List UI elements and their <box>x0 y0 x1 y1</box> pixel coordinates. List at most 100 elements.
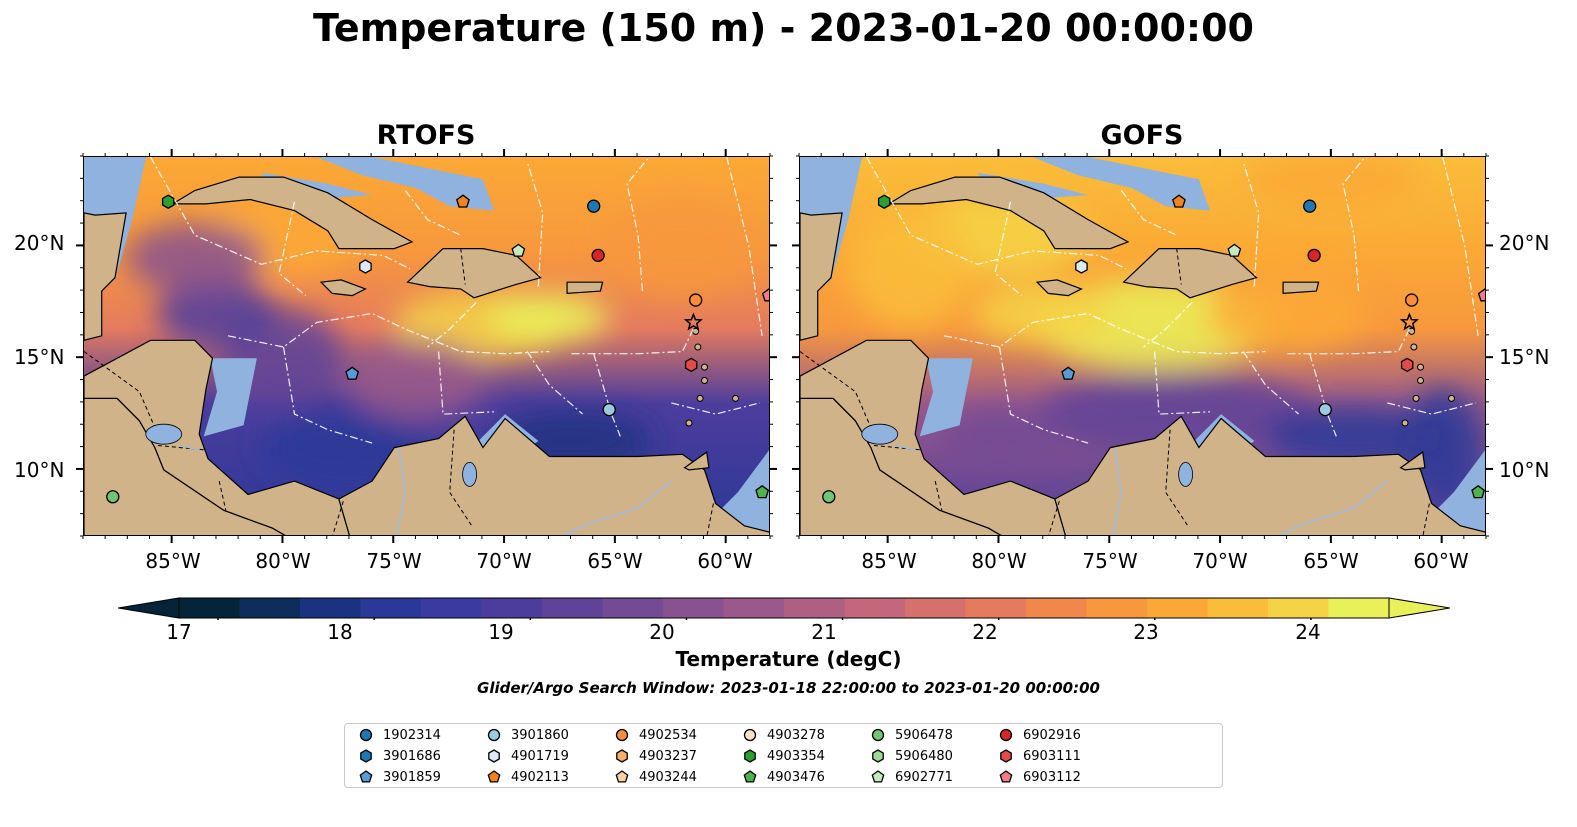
legend-entry: 4903476 <box>743 767 825 787</box>
eez-boundary <box>1342 157 1366 292</box>
river <box>1112 447 1123 535</box>
land-lesser-antilles-island <box>701 363 709 371</box>
legend-entry: 4901719 <box>487 746 569 766</box>
eez-boundary <box>998 346 1089 444</box>
land-south-america <box>338 415 769 535</box>
lon-tick-label: 80°W <box>255 549 311 573</box>
lake <box>1178 462 1194 487</box>
land-hispaniola <box>1122 248 1258 299</box>
colorbar-segment <box>1328 598 1390 618</box>
river <box>1278 480 1388 535</box>
legend-label: 5906478 <box>895 727 953 743</box>
legend-entry: 6902771 <box>871 767 953 787</box>
eez-boundary <box>227 312 550 355</box>
lon-tick-label: 85°W <box>861 549 917 573</box>
eez-boundary <box>1120 190 1177 236</box>
lake <box>462 462 478 487</box>
legend-label: 4903476 <box>767 769 825 785</box>
legend-label: 3901860 <box>511 727 569 743</box>
legend-marker-4902113 <box>487 770 501 783</box>
temperature-patch <box>973 283 1114 344</box>
land-cuba <box>886 176 1130 250</box>
legend-marker-icon <box>359 728 373 742</box>
legend-entry: 5906478 <box>871 725 953 745</box>
land-yucatan <box>800 212 843 341</box>
lon-tick-label: 60°W <box>1413 549 1469 573</box>
legend-marker-icon <box>743 728 757 742</box>
lon-tick-label: 70°W <box>476 549 532 573</box>
legend-entry: 4902113 <box>487 767 569 787</box>
float-marker-4902534 <box>689 293 703 307</box>
float-marker-5906478 <box>822 490 836 504</box>
colorbar-segment <box>1026 598 1088 618</box>
land-puerto-rico <box>566 281 604 295</box>
country-border <box>332 501 344 535</box>
legend-label: 3901859 <box>383 769 441 785</box>
float-marker-6903112 <box>761 288 769 302</box>
legend-marker-4903237 <box>616 749 628 763</box>
panel-title-rtofs: RTOFS <box>376 120 476 151</box>
legend-entry: 6903112 <box>999 767 1081 787</box>
eez-boundary <box>671 402 761 415</box>
lat-tick-label: 20°N <box>14 231 65 255</box>
country-border <box>706 503 714 535</box>
legend-marker-4903476 <box>743 770 757 783</box>
float-marker-1902314 <box>1303 199 1317 213</box>
legend-entry: 4902534 <box>615 725 697 745</box>
float-marker-4903476 <box>1471 484 1485 499</box>
legend-label: 6902771 <box>895 769 953 785</box>
lat-tick-label: 20°N <box>1499 231 1550 255</box>
float-marker-3901860 <box>1318 402 1332 417</box>
legend-marker-5906480 <box>872 749 884 763</box>
country-border <box>1176 248 1182 285</box>
legend-marker-4902534 <box>615 728 629 742</box>
legend-marker-icon <box>615 728 629 742</box>
lon-tick-label: 70°W <box>1192 549 1248 573</box>
colorbar-tick-label: 20 <box>649 620 675 644</box>
legend-marker-4903354 <box>744 749 756 763</box>
lat-tick-label: 10°N <box>14 458 65 482</box>
land-puerto-rico <box>1282 281 1320 295</box>
eez-boundary <box>726 157 763 336</box>
lake <box>145 423 183 445</box>
eez-boundary <box>282 346 373 444</box>
colorbar-frame <box>178 597 1390 619</box>
colorbar-segment <box>844 598 906 618</box>
eez-boundary <box>571 328 694 355</box>
eez-boundary <box>1143 301 1193 348</box>
legend-entry: 3901686 <box>359 746 441 766</box>
legend-marker-3901686 <box>360 749 372 763</box>
lat-tick-label: 10°N <box>1499 458 1550 482</box>
eez-boundary <box>149 157 411 270</box>
colorbar-segment <box>905 598 967 618</box>
legend-marker-icon <box>488 749 500 763</box>
land-lesser-antilles-island <box>694 343 702 351</box>
colorbar-segment <box>300 598 362 618</box>
legend-label: 5906480 <box>895 748 953 764</box>
legend-marker-icon <box>744 749 756 763</box>
legend-marker-5906478 <box>871 728 885 742</box>
land-yucatan <box>84 212 127 341</box>
float-marker-6902916 <box>1307 248 1321 263</box>
temperature-patch <box>1036 374 1317 455</box>
colorbar-tick-label: 22 <box>972 620 998 644</box>
land-jamaica <box>1035 279 1083 297</box>
land-lesser-antilles-island <box>1412 394 1420 402</box>
country-border <box>460 248 466 285</box>
colorbar-segment <box>1268 598 1330 618</box>
temperature-patch <box>1207 273 1368 354</box>
colorbar-segment <box>965 598 1027 618</box>
float-legend: 1902314 3901686 3901859 3901860 4901719 49021… <box>344 723 1223 788</box>
float-marker-3901859 <box>345 366 360 380</box>
land-central-america <box>84 339 350 535</box>
country-border <box>1422 503 1430 535</box>
land-south-america <box>1054 415 1485 535</box>
temperature-patch <box>489 292 610 343</box>
eez-boundary <box>593 353 621 437</box>
eez-boundary <box>1287 328 1410 355</box>
legend-label: 6902916 <box>1023 727 1081 743</box>
float-marker-4902113 <box>456 194 470 208</box>
legend-label: 4901719 <box>511 748 569 764</box>
lon-tick-label: 75°W <box>366 549 422 573</box>
figure-title: Temperature (150 m) - 2023-01-20 00:00:0… <box>312 6 1254 50</box>
